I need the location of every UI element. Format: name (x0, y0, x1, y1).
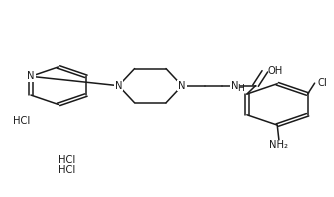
Text: N: N (231, 81, 238, 91)
Text: N: N (115, 81, 122, 91)
Text: H: H (237, 84, 244, 93)
Text: HCl: HCl (58, 165, 76, 175)
Text: HCl: HCl (58, 155, 76, 164)
Text: HCl: HCl (13, 116, 30, 126)
Text: N: N (178, 81, 186, 91)
Text: OH: OH (268, 66, 283, 76)
Text: NH₂: NH₂ (270, 140, 288, 150)
Text: Cl: Cl (318, 78, 328, 88)
Text: N: N (27, 71, 35, 81)
